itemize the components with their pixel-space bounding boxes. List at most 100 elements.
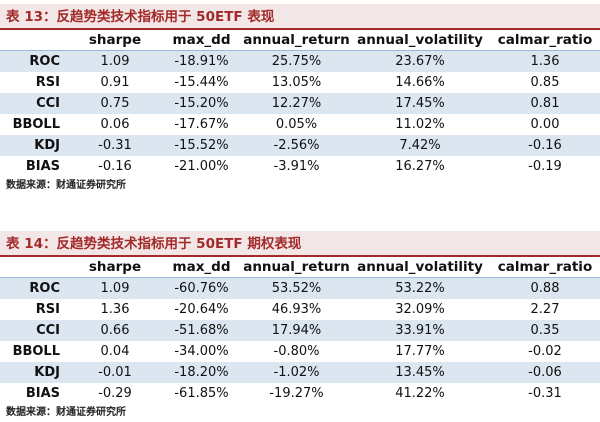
row-label: CCI [0, 93, 70, 114]
cell-calmar-ratio: -0.19 [490, 156, 600, 177]
header-sharpe: sharpe [70, 30, 160, 51]
cell-annual-return: 53.52% [243, 278, 350, 299]
cell-max-dd: -17.67% [160, 114, 243, 135]
cell-max-dd: -15.52% [160, 135, 243, 156]
table-14-title: 表 14：反趋势类技术指标用于 50ETF 期权表现 [0, 231, 600, 257]
table-14-header-row: sharpe max_dd annual_return annual_volat… [0, 257, 600, 278]
table-row: BIAS -0.29 -61.85% -19.27% 41.22% -0.31 [0, 383, 600, 404]
cell-sharpe: 0.66 [70, 320, 160, 341]
row-label: RSI [0, 72, 70, 93]
table-row: KDJ -0.31 -15.52% -2.56% 7.42% -0.16 [0, 135, 600, 156]
cell-calmar-ratio: -0.02 [490, 341, 600, 362]
cell-annual-return: 46.93% [243, 299, 350, 320]
table-14-source: 数据来源：财通证券研究所 [6, 407, 126, 418]
header-annual-return: annual_return [243, 257, 350, 278]
table-row: KDJ -0.01 -18.20% -1.02% 13.45% -0.06 [0, 362, 600, 383]
cell-sharpe: 0.75 [70, 93, 160, 114]
cell-sharpe: -0.31 [70, 135, 160, 156]
header-cell-blank [0, 257, 70, 278]
cell-annual-return: 13.05% [243, 72, 350, 93]
cell-annual-return: -1.02% [243, 362, 350, 383]
table-row: RSI 0.91 -15.44% 13.05% 14.66% 0.85 [0, 72, 600, 93]
row-label: ROC [0, 51, 70, 72]
cell-annual-return: 25.75% [243, 51, 350, 72]
row-label: BIAS [0, 383, 70, 404]
table-row: BBOLL 0.06 -17.67% 0.05% 11.02% 0.00 [0, 114, 600, 135]
table-13-title: 表 13：反趋势类技术指标用于 50ETF 表现 [0, 4, 600, 30]
cell-sharpe: -0.01 [70, 362, 160, 383]
cell-calmar-ratio: 1.36 [490, 51, 600, 72]
cell-annual-volatility: 53.22% [350, 278, 490, 299]
cell-sharpe: 0.91 [70, 72, 160, 93]
cell-sharpe: -0.16 [70, 156, 160, 177]
header-calmar-ratio: calmar_ratio [490, 257, 600, 278]
cell-calmar-ratio: 0.35 [490, 320, 600, 341]
table-13-header-row: sharpe max_dd annual_return annual_volat… [0, 30, 600, 51]
table-14-block: 表 14：反趋势类技术指标用于 50ETF 期权表现 sharpe max_dd… [0, 231, 600, 422]
cell-max-dd: -18.91% [160, 51, 243, 72]
row-label: KDJ [0, 135, 70, 156]
cell-annual-volatility: 11.02% [350, 114, 490, 135]
header-calmar-ratio: calmar_ratio [490, 30, 600, 51]
cell-sharpe: 1.09 [70, 278, 160, 299]
cell-calmar-ratio: -0.31 [490, 383, 600, 404]
table-row: ROC 1.09 -18.91% 25.75% 23.67% 1.36 [0, 51, 600, 72]
row-label: BIAS [0, 156, 70, 177]
cell-annual-volatility: 14.66% [350, 72, 490, 93]
header-annual-volatility: annual_volatility [350, 30, 490, 51]
cell-calmar-ratio: -0.06 [490, 362, 600, 383]
table-13-block: 表 13：反趋势类技术指标用于 50ETF 表现 sharpe max_dd a… [0, 4, 600, 195]
table-row: RSI 1.36 -20.64% 46.93% 32.09% 2.27 [0, 299, 600, 320]
cell-calmar-ratio: 0.85 [490, 72, 600, 93]
cell-annual-volatility: 13.45% [350, 362, 490, 383]
cell-annual-volatility: 33.91% [350, 320, 490, 341]
header-cell-blank [0, 30, 70, 51]
row-label: CCI [0, 320, 70, 341]
header-annual-volatility: annual_volatility [350, 257, 490, 278]
row-label: ROC [0, 278, 70, 299]
cell-annual-return: 17.94% [243, 320, 350, 341]
cell-sharpe: 0.06 [70, 114, 160, 135]
cell-max-dd: -21.00% [160, 156, 243, 177]
cell-annual-return: -19.27% [243, 383, 350, 404]
table-row: BBOLL 0.04 -34.00% -0.80% 17.77% -0.02 [0, 341, 600, 362]
table-row: BIAS -0.16 -21.00% -3.91% 16.27% -0.19 [0, 156, 600, 177]
cell-annual-return: 0.05% [243, 114, 350, 135]
cell-annual-volatility: 7.42% [350, 135, 490, 156]
header-max-dd: max_dd [160, 257, 243, 278]
cell-annual-volatility: 17.77% [350, 341, 490, 362]
cell-max-dd: -34.00% [160, 341, 243, 362]
cell-annual-volatility: 32.09% [350, 299, 490, 320]
table-row: CCI 0.75 -15.20% 12.27% 17.45% 0.81 [0, 93, 600, 114]
cell-sharpe: 1.09 [70, 51, 160, 72]
cell-annual-return: 12.27% [243, 93, 350, 114]
cell-sharpe: 0.04 [70, 341, 160, 362]
cell-calmar-ratio: 0.00 [490, 114, 600, 135]
cell-annual-volatility: 41.22% [350, 383, 490, 404]
cell-max-dd: -15.44% [160, 72, 243, 93]
table-row: CCI 0.66 -51.68% 17.94% 33.91% 0.35 [0, 320, 600, 341]
cell-annual-volatility: 16.27% [350, 156, 490, 177]
cell-max-dd: -60.76% [160, 278, 243, 299]
header-sharpe: sharpe [70, 257, 160, 278]
cell-max-dd: -15.20% [160, 93, 243, 114]
cell-annual-return: -0.80% [243, 341, 350, 362]
row-label: RSI [0, 299, 70, 320]
table-14: sharpe max_dd annual_return annual_volat… [0, 257, 600, 404]
cell-max-dd: -18.20% [160, 362, 243, 383]
cell-calmar-ratio: 2.27 [490, 299, 600, 320]
cell-calmar-ratio: 0.88 [490, 278, 600, 299]
cell-calmar-ratio: -0.16 [490, 135, 600, 156]
cell-annual-volatility: 17.45% [350, 93, 490, 114]
header-annual-return: annual_return [243, 30, 350, 51]
row-label: BBOLL [0, 341, 70, 362]
cell-calmar-ratio: 0.81 [490, 93, 600, 114]
cell-max-dd: -61.85% [160, 383, 243, 404]
cell-annual-return: -3.91% [243, 156, 350, 177]
row-label: KDJ [0, 362, 70, 383]
cell-max-dd: -20.64% [160, 299, 243, 320]
table-13-source: 数据来源：财通证券研究所 [6, 180, 126, 191]
table-row: ROC 1.09 -60.76% 53.52% 53.22% 0.88 [0, 278, 600, 299]
cell-annual-return: -2.56% [243, 135, 350, 156]
cell-sharpe: 1.36 [70, 299, 160, 320]
